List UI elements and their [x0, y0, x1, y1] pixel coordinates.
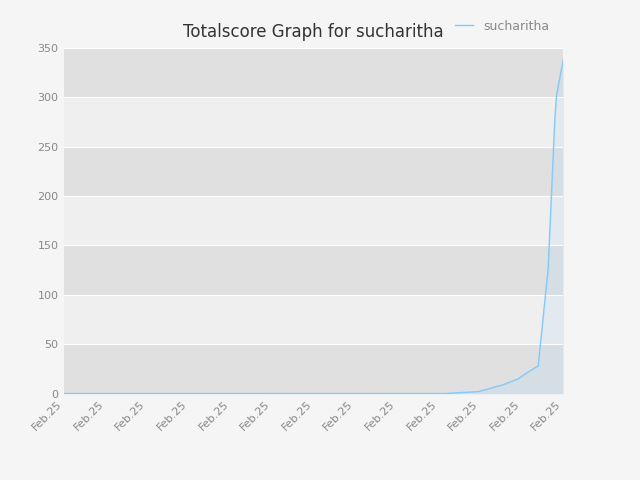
- Line: sucharitha: sucharitha: [64, 60, 563, 394]
- sucharitha: [481, 387, 488, 393]
- Bar: [64, 97, 563, 147]
- Bar: [64, 196, 563, 245]
- Bar: [64, 344, 563, 394]
- Legend: sucharitha: sucharitha: [454, 20, 550, 33]
- sucharitha: [357, 391, 365, 396]
- sucharitha: [365, 391, 373, 396]
- Bar: [64, 245, 563, 295]
- sucharitha: [559, 57, 567, 63]
- Bar: [64, 48, 563, 97]
- Bar: [64, 147, 563, 196]
- sucharitha: [513, 377, 520, 383]
- Title: Totalscore Graph for sucharitha: Totalscore Graph for sucharitha: [183, 23, 444, 41]
- sucharitha: [62, 391, 70, 396]
- sucharitha: [356, 391, 364, 396]
- sucharitha: [60, 391, 68, 396]
- Bar: [64, 295, 563, 344]
